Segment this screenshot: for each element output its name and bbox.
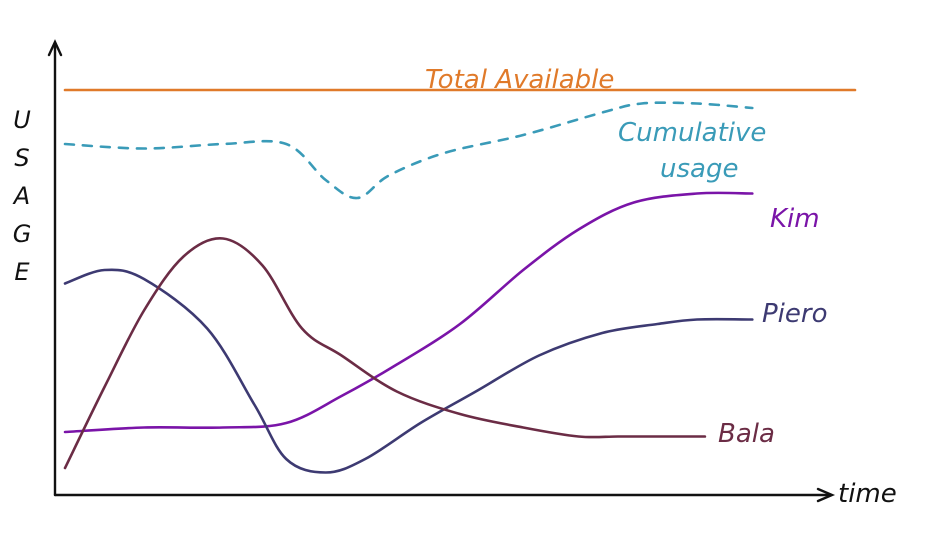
y-axis-label-letter: S [14, 144, 29, 172]
x-axis-label: time [838, 479, 897, 509]
series-label-cumulative-usage: Cumulative usage [618, 118, 766, 184]
series-line-kim [63, 191, 754, 434]
series-layer [63, 88, 857, 474]
y-axis-arrowhead [47, 39, 63, 57]
series-label-kim: Kim [770, 204, 820, 234]
y-axis-label-letter: A [12, 182, 30, 210]
series-line-cumulative-usage [63, 101, 754, 200]
y-axis-label-letter: E [14, 258, 30, 286]
x-axis-arrowhead [816, 487, 836, 503]
series-label-bala: Bala [718, 419, 775, 449]
y-axis-label-letter: G [13, 220, 32, 248]
y-axis-label-letter: U [13, 106, 31, 134]
series-label-piero: Piero [762, 299, 828, 329]
series-line-bala [63, 237, 707, 470]
axes [47, 39, 836, 503]
series-label-total-available: Total Available [425, 65, 614, 95]
series-line-piero [63, 268, 754, 474]
